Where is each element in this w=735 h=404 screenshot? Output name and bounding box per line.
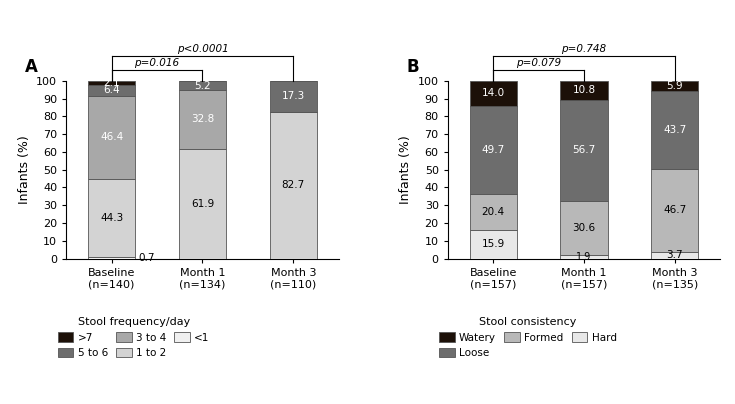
Text: 17.3: 17.3 [282, 91, 305, 101]
Bar [88, 257, 135, 259]
Text: B: B [407, 58, 420, 76]
Bar [470, 230, 517, 259]
Y-axis label: Infants (%): Infants (%) [399, 135, 412, 204]
Text: 20.4: 20.4 [481, 207, 505, 217]
Bar [88, 85, 135, 96]
Bar [560, 201, 608, 255]
Bar [179, 90, 226, 149]
Text: 10.8: 10.8 [573, 85, 595, 95]
Legend: >7, 5 to 6, 3 to 4, 1 to 2, <1: >7, 5 to 6, 3 to 4, 1 to 2, <1 [58, 317, 209, 358]
Text: 3.7: 3.7 [667, 250, 684, 260]
Text: 49.7: 49.7 [481, 145, 505, 155]
Bar [651, 252, 698, 259]
Text: 2.1: 2.1 [103, 78, 120, 88]
Bar [179, 149, 226, 259]
Text: 46.4: 46.4 [100, 133, 123, 142]
Text: 6.4: 6.4 [103, 85, 120, 95]
Text: 43.7: 43.7 [663, 125, 686, 135]
Bar [560, 81, 608, 100]
Bar [270, 112, 317, 259]
Text: 5.9: 5.9 [667, 81, 684, 91]
Bar [470, 194, 517, 230]
Bar [179, 81, 226, 90]
Text: 32.8: 32.8 [191, 114, 214, 124]
Bar [270, 81, 317, 112]
Text: 0.7: 0.7 [139, 253, 155, 263]
Bar [651, 81, 698, 91]
Text: p=0.079: p=0.079 [516, 58, 561, 68]
Bar [88, 81, 135, 85]
Text: 46.7: 46.7 [663, 206, 686, 215]
Text: 44.3: 44.3 [100, 213, 123, 223]
Bar [470, 81, 517, 106]
Legend: Watery, Loose, Formed, Hard: Watery, Loose, Formed, Hard [440, 317, 617, 358]
Bar [88, 96, 135, 179]
Bar [651, 91, 698, 169]
Text: 14.0: 14.0 [481, 88, 505, 98]
Text: 30.6: 30.6 [573, 223, 595, 233]
Text: p=0.748: p=0.748 [562, 44, 606, 54]
Text: 82.7: 82.7 [282, 180, 305, 190]
Bar [651, 169, 698, 252]
Y-axis label: Infants (%): Infants (%) [18, 135, 31, 204]
Text: p=0.016: p=0.016 [135, 58, 179, 68]
Text: 1.9: 1.9 [576, 252, 592, 262]
Bar [560, 255, 608, 259]
Text: 56.7: 56.7 [573, 145, 595, 156]
Text: p<0.0001: p<0.0001 [176, 44, 229, 54]
Bar [470, 106, 517, 194]
Text: 15.9: 15.9 [481, 240, 505, 249]
Text: 61.9: 61.9 [191, 198, 214, 208]
Text: 5.2: 5.2 [194, 81, 211, 90]
Text: A: A [25, 58, 38, 76]
Bar [560, 100, 608, 201]
Bar [88, 179, 135, 257]
